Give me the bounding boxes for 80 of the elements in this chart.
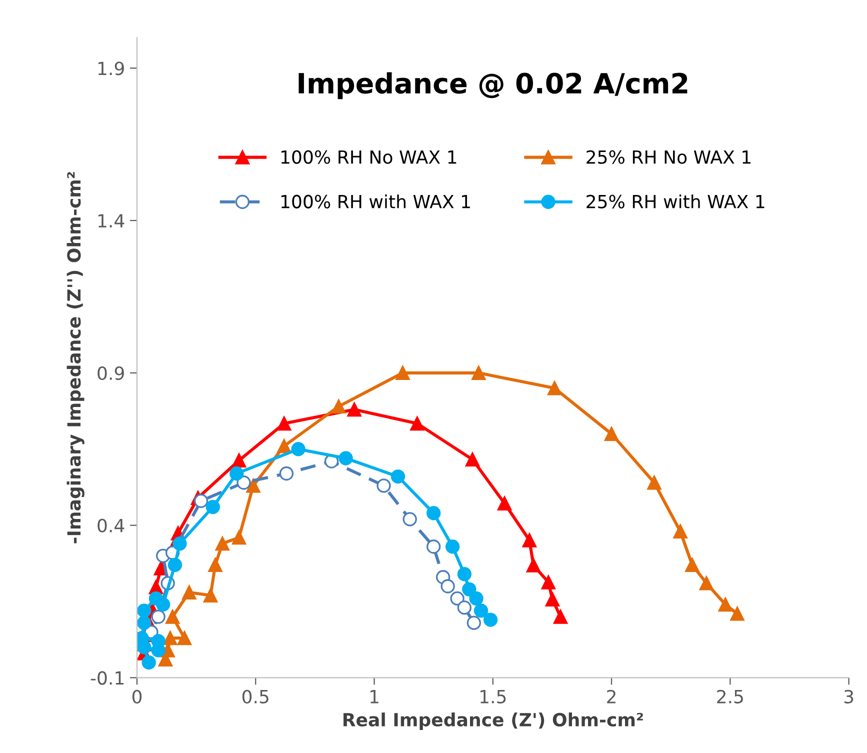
point <box>483 612 498 627</box>
point <box>547 381 562 396</box>
point <box>208 558 222 572</box>
point <box>151 610 166 624</box>
point <box>206 500 220 514</box>
point <box>236 476 251 490</box>
point <box>472 366 486 380</box>
y-axis-title: -Imaginary Impedance (Z'') Ohm-cm² <box>66 172 84 544</box>
point <box>338 451 353 466</box>
point <box>410 416 424 431</box>
point <box>277 416 292 431</box>
point <box>526 558 541 572</box>
point <box>604 426 619 441</box>
point <box>465 452 480 467</box>
point <box>137 604 152 618</box>
point <box>522 533 537 548</box>
point <box>718 597 732 612</box>
point <box>246 478 260 493</box>
point <box>450 591 464 606</box>
legend-label: 100% RH No WAX 1 <box>281 150 456 164</box>
legend-label: 25% RH No WAX 1 <box>586 150 750 164</box>
point <box>376 478 391 493</box>
point <box>396 366 410 380</box>
x-tick-label: 0.5 <box>242 690 268 704</box>
point <box>156 597 170 612</box>
point <box>457 566 472 582</box>
point <box>142 655 156 670</box>
point <box>347 402 362 417</box>
y-tick-label: 1.4 <box>98 214 124 228</box>
point <box>541 575 556 590</box>
point <box>730 606 744 621</box>
point <box>163 630 178 646</box>
x-tick-label: 0 <box>132 690 142 704</box>
point <box>232 530 246 545</box>
y-tick-label: 0.9 <box>98 366 124 380</box>
point <box>168 558 182 572</box>
point <box>232 453 246 468</box>
point <box>462 582 476 596</box>
point <box>203 588 218 602</box>
point <box>545 592 560 606</box>
point <box>182 585 196 600</box>
point <box>466 616 481 630</box>
point <box>194 494 208 508</box>
point <box>215 536 230 551</box>
point <box>165 610 180 624</box>
point <box>445 540 460 554</box>
point <box>390 469 406 484</box>
point <box>685 558 700 572</box>
point <box>673 524 688 538</box>
point <box>457 600 472 615</box>
point <box>469 591 484 606</box>
point <box>230 466 244 481</box>
point <box>402 512 417 526</box>
point <box>647 476 662 490</box>
point <box>699 576 714 590</box>
x-tick-label: 3 <box>844 690 854 704</box>
x-tick-label: 2.5 <box>717 690 743 704</box>
point <box>474 604 488 618</box>
point <box>172 536 187 551</box>
point <box>497 496 512 510</box>
x-tick-label: 1.5 <box>480 690 506 704</box>
legend-label: 100% RH with WAX 1 <box>281 194 470 208</box>
legend-label: 25% RH with WAX 1 <box>586 194 764 208</box>
point <box>291 442 306 456</box>
x-tick-label: 1 <box>370 690 378 704</box>
y-tick-label: -0.1 <box>90 671 124 685</box>
point <box>426 506 441 520</box>
y-tick-label: 1.9 <box>98 62 124 76</box>
x-axis-title: Real Impedance (Z') Ohm-cm² <box>344 712 643 730</box>
x-tick-label: 2 <box>607 690 616 704</box>
point <box>426 540 441 554</box>
point <box>177 630 192 646</box>
point <box>277 438 292 454</box>
point <box>440 579 455 594</box>
point <box>279 466 294 481</box>
y-tick-label: 0.4 <box>98 518 124 532</box>
point <box>332 399 346 414</box>
point <box>553 610 568 624</box>
point <box>137 616 152 630</box>
text: Impedance @ 0.02 A/cm2 <box>298 72 688 100</box>
